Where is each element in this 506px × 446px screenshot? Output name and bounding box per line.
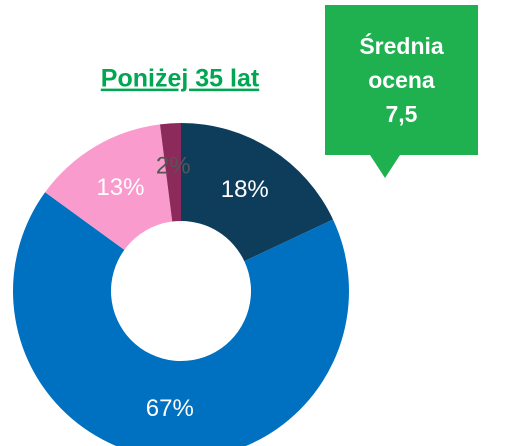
data-label: 18% bbox=[221, 176, 269, 203]
chart-title: Poniżej 35 lat bbox=[101, 65, 260, 93]
donut-slice bbox=[181, 123, 334, 262]
donut-slice bbox=[159, 123, 181, 222]
callout: Średnia ocena 7,5 bbox=[325, 5, 478, 155]
callout-line: Średnia bbox=[359, 33, 444, 59]
donut-slice bbox=[45, 124, 173, 250]
data-label: 13% bbox=[96, 174, 144, 201]
data-label: 2% bbox=[156, 153, 191, 180]
callout-line: 7,5 bbox=[385, 101, 418, 127]
callout-pointer bbox=[370, 155, 400, 178]
donut-slice bbox=[13, 192, 349, 446]
callout-line: ocena bbox=[368, 67, 435, 93]
data-label: 67% bbox=[146, 395, 194, 422]
